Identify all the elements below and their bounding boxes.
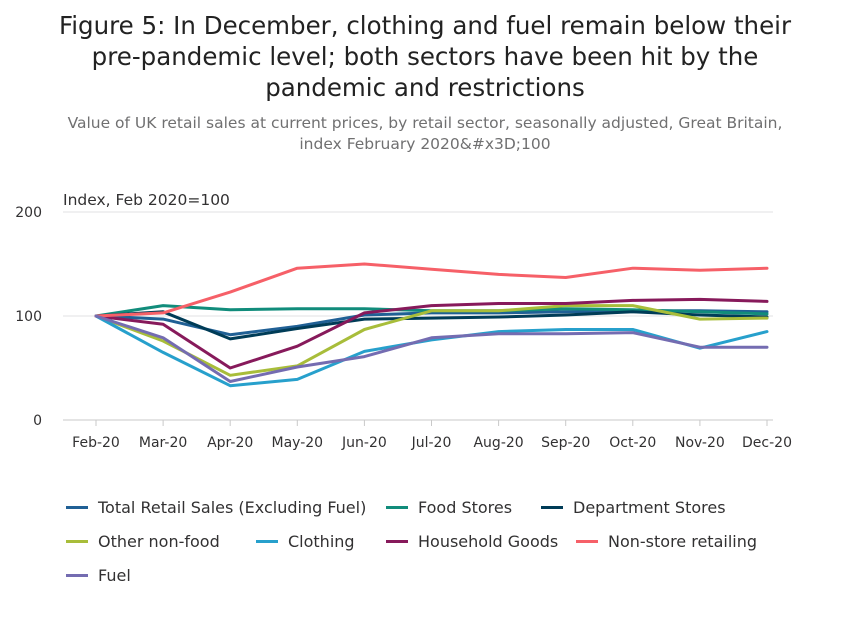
- series-line-clothing: [94, 314, 769, 388]
- y-axis-ticks: 0 100 200: [15, 205, 42, 429]
- legend-item: Other non-food: [66, 532, 220, 551]
- legend-item: Clothing: [256, 532, 355, 551]
- legend-label: Clothing: [288, 532, 355, 551]
- x-tick-label: Jul-20: [411, 435, 452, 451]
- series-line-non-store-retailing: [94, 262, 769, 318]
- legend-swatch: [66, 506, 88, 509]
- y-axis-label: Index, Feb 2020=100: [63, 191, 230, 209]
- legend-label: Non-store retailing: [608, 532, 758, 551]
- x-axis-ticks: Feb-20 Mar-20 Apr-20 May-20 Jun-20 Jul-20 Aug-…: [72, 420, 792, 451]
- series-lines: [94, 262, 769, 388]
- series-line-household-goods: [94, 297, 769, 370]
- series-line-fuel: [94, 314, 769, 383]
- legend-item: Household Goods: [386, 532, 558, 551]
- legend-swatch: [66, 540, 88, 543]
- legend-swatch: [386, 506, 408, 509]
- legend-label: Fuel: [98, 566, 131, 585]
- x-tick-label: Aug-20: [473, 435, 523, 451]
- legend-item: Total Retail Sales (Excluding Fuel): [66, 498, 366, 517]
- y-tick-label: 0: [33, 413, 42, 429]
- x-tick-label: May-20: [272, 435, 324, 451]
- x-tick-label: Sep-20: [541, 435, 590, 451]
- series-line-department-stores: [94, 310, 769, 341]
- chart-title: Figure 5: In December, clothing and fuel…: [58, 11, 792, 102]
- legend-label: Department Stores: [573, 498, 726, 517]
- legend-label: Total Retail Sales (Excluding Fuel): [98, 498, 367, 517]
- legend-item: Non-store retailing: [576, 532, 757, 551]
- x-tick-label: Oct-20: [609, 435, 656, 451]
- legend-swatch: [386, 540, 408, 543]
- legend-swatch: [541, 506, 563, 509]
- x-tick-label: Apr-20: [207, 435, 253, 451]
- x-tick-label: Mar-20: [139, 435, 187, 451]
- legend-swatch: [256, 540, 278, 543]
- x-tick-label: Feb-20: [72, 435, 120, 451]
- legend-label: Food Stores: [418, 498, 513, 517]
- legend-item: Department Stores: [541, 498, 726, 517]
- x-tick-label: Jun-20: [341, 435, 387, 451]
- chart-subtitle: Value of UK retail sales at current pric…: [67, 114, 783, 153]
- y-tick-label: 200: [15, 205, 42, 221]
- x-tick-label: Nov-20: [675, 435, 725, 451]
- legend-item: Fuel: [66, 566, 131, 585]
- legend-item: Food Stores: [386, 498, 512, 517]
- x-tick-label: Dec-20: [742, 435, 792, 451]
- legend-swatch: [576, 540, 598, 543]
- legend-label: Other non-food: [98, 532, 220, 551]
- legend-label: Household Goods: [418, 532, 559, 551]
- y-tick-label: 100: [15, 309, 42, 325]
- legend-swatch: [66, 574, 88, 577]
- series-line-other-non-food: [94, 304, 769, 377]
